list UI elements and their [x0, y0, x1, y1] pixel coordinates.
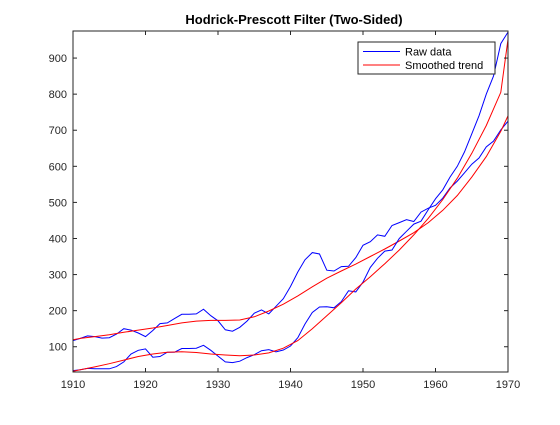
y-tick-label: 100: [49, 342, 67, 354]
series-line-raw-upper: [73, 120, 508, 342]
x-tick-label: 1920: [133, 379, 157, 391]
y-tick-label: 200: [49, 306, 67, 318]
x-tick-label: 1910: [61, 379, 85, 391]
y-tick-label: 800: [49, 89, 67, 101]
series-line-raw-lower: [73, 31, 508, 372]
x-tick-label: 1960: [423, 379, 447, 391]
series-line-trend-lower: [73, 39, 508, 372]
plot-frame: [72, 30, 509, 373]
y-tick-label: 400: [49, 233, 67, 245]
y-axis: 100 200 300 400 500 600 700 800 900: [49, 53, 508, 354]
x-axis: 1910 1920 1930 1940 1950 1960 1970: [61, 31, 520, 391]
y-tick-label: 600: [49, 161, 67, 173]
x-tick-label: 1930: [206, 379, 230, 391]
x-tick-label: 1970: [496, 379, 520, 391]
chart-title: Hodrick-Prescott Filter (Two-Sided): [185, 12, 402, 27]
y-tick-label: 300: [49, 270, 67, 282]
legend-label-raw: Raw data: [405, 47, 452, 59]
y-tick-label: 700: [49, 125, 67, 137]
legend: Raw data Smoothed trend: [357, 41, 496, 75]
legend-box: [357, 41, 496, 75]
plot-area: [73, 31, 508, 372]
x-tick-label: 1940: [278, 379, 302, 391]
x-tick-label: 1950: [351, 379, 375, 391]
y-tick-label: 900: [49, 53, 67, 65]
legend-label-trend: Smoothed trend: [405, 60, 483, 72]
series-line-trend-upper: [73, 115, 508, 341]
y-tick-label: 500: [49, 197, 67, 209]
